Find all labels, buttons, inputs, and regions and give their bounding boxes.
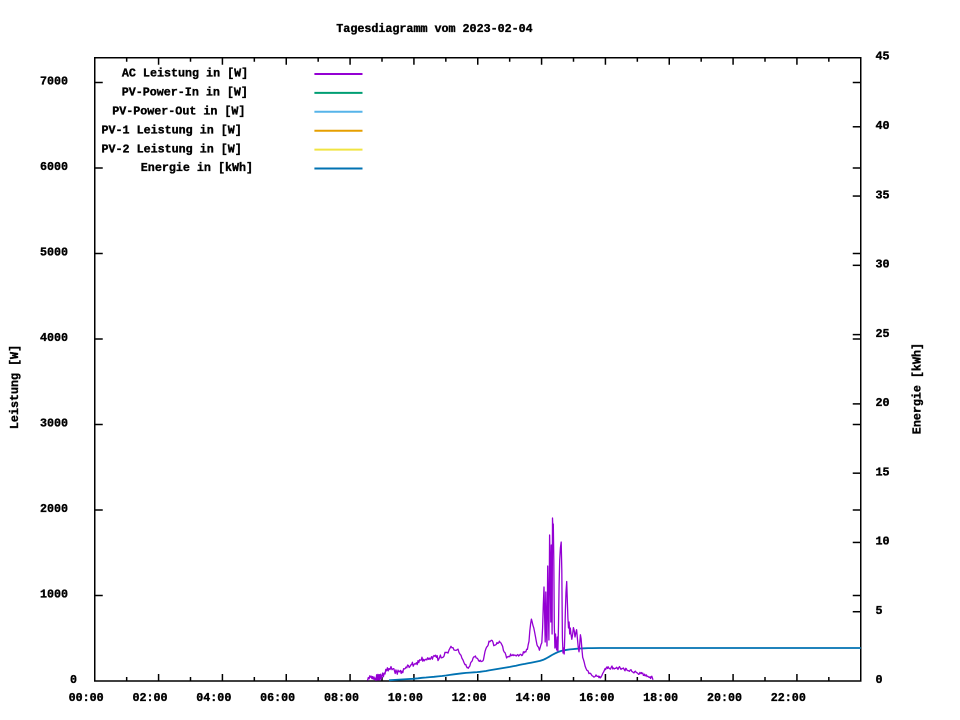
svg-text:30: 30 (876, 258, 890, 272)
svg-text:6000: 6000 (40, 160, 68, 174)
svg-text:5: 5 (876, 604, 883, 618)
svg-text:Energie in [kWh]: Energie in [kWh] (141, 161, 253, 175)
svg-text:1000: 1000 (40, 588, 68, 602)
svg-text:06:00: 06:00 (260, 691, 295, 705)
svg-text:AC Leistung in [W]: AC Leistung in [W] (122, 67, 248, 81)
svg-text:45: 45 (876, 50, 890, 64)
svg-text:PV-Power-In in [W]: PV-Power-In in [W] (122, 86, 248, 100)
svg-text:2000: 2000 (40, 502, 68, 516)
svg-text:0: 0 (70, 673, 77, 687)
svg-text:16:00: 16:00 (579, 691, 614, 705)
svg-text:40: 40 (876, 119, 890, 133)
svg-text:22:00: 22:00 (771, 691, 806, 705)
svg-text:25: 25 (876, 327, 890, 341)
svg-text:Energie [kWh]: Energie [kWh] (911, 343, 925, 434)
svg-text:18:00: 18:00 (643, 691, 678, 705)
svg-text:15: 15 (876, 465, 890, 479)
svg-text:04:00: 04:00 (196, 691, 231, 705)
svg-text:10:00: 10:00 (388, 691, 423, 705)
svg-text:5000: 5000 (40, 246, 68, 260)
svg-text:12:00: 12:00 (452, 691, 487, 705)
svg-text:Tagesdiagramm vom 2023-02-04: Tagesdiagramm vom 2023-02-04 (336, 22, 532, 36)
svg-text:20: 20 (876, 396, 890, 410)
svg-text:0: 0 (876, 673, 883, 687)
svg-text:3000: 3000 (40, 417, 68, 431)
svg-text:4000: 4000 (40, 331, 68, 345)
svg-text:35: 35 (876, 188, 890, 202)
svg-text:7000: 7000 (40, 75, 68, 89)
svg-text:Leistung [W]: Leistung [W] (8, 345, 22, 429)
svg-text:PV-2 Leistung in [W]: PV-2 Leistung in [W] (102, 142, 242, 156)
svg-text:PV-1 Leistung in [W]: PV-1 Leistung in [W] (102, 123, 242, 137)
svg-text:20:00: 20:00 (707, 691, 742, 705)
svg-text:00:00: 00:00 (69, 691, 104, 705)
svg-text:10: 10 (876, 535, 890, 549)
svg-text:PV-Power-Out in [W]: PV-Power-Out in [W] (112, 105, 245, 119)
svg-text:14:00: 14:00 (515, 691, 550, 705)
svg-text:08:00: 08:00 (324, 691, 359, 705)
svg-text:02:00: 02:00 (132, 691, 167, 705)
